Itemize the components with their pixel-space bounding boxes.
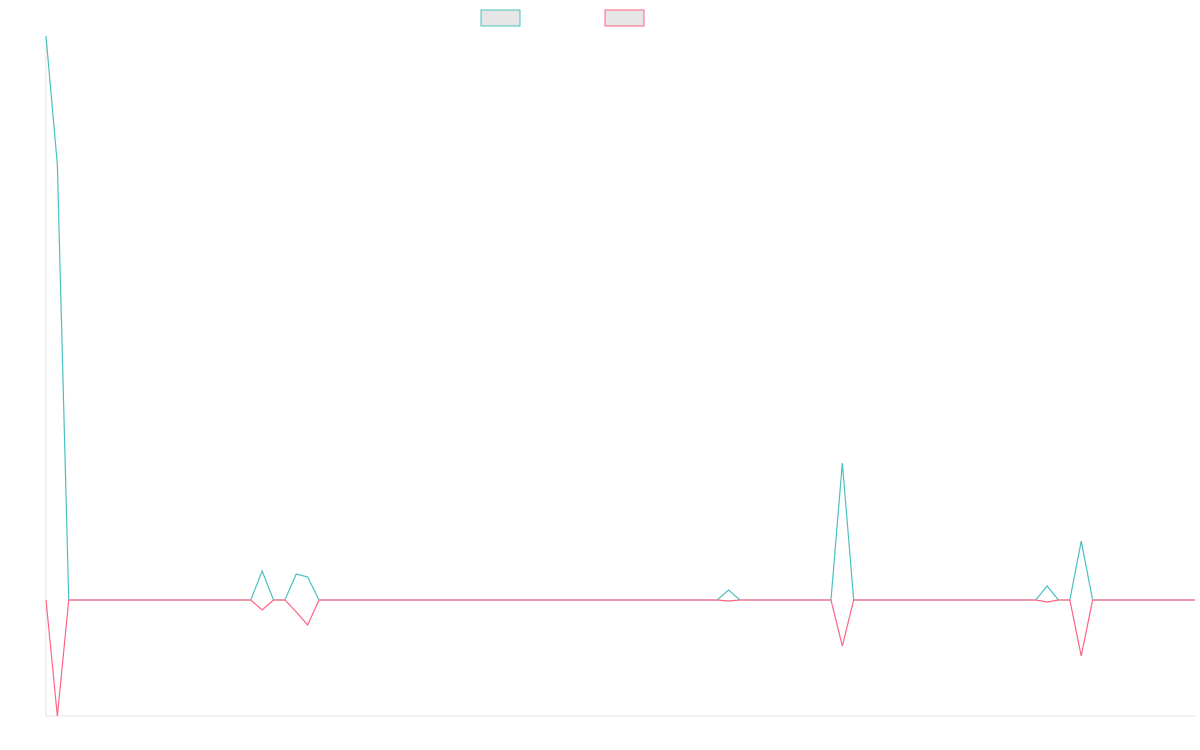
legend-swatch xyxy=(604,9,645,27)
line xyxy=(45,35,1195,601)
line xyxy=(45,599,1195,717)
legend-swatch xyxy=(480,9,521,27)
